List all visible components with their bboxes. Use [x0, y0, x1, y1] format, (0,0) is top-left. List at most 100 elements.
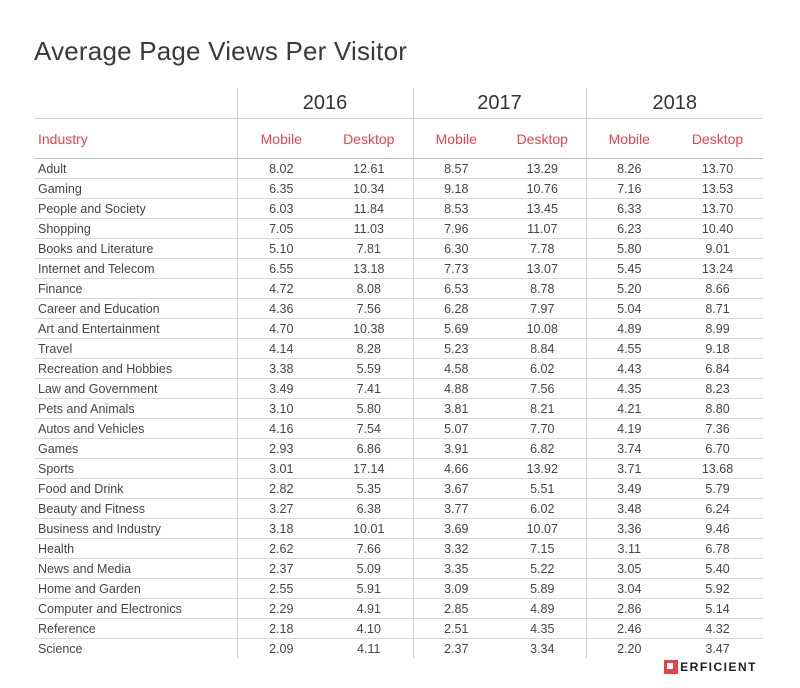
value-cell-desktop-2017: 13.92 [499, 458, 586, 479]
value-cell-mobile-2016: 2.82 [236, 478, 325, 499]
value-cell-desktop-2018: 5.40 [672, 558, 763, 579]
table-row: Pets and Animals 3.10 5.80 3.81 8.21 4.21 8.80 [34, 398, 763, 419]
value-cell-desktop-2017: 7.15 [499, 538, 586, 559]
value-cell-desktop-2016: 5.80 [325, 398, 413, 419]
value-cell-desktop-2016: 7.56 [325, 298, 413, 319]
table-row: Computer and Electronics 2.29 4.91 2.85 4.89… [34, 598, 763, 619]
value-cell-mobile-2018: 4.55 [585, 338, 672, 359]
industry-cell: Adult [34, 158, 237, 179]
value-cell-desktop-2017: 10.07 [499, 518, 586, 539]
industry-cell: Health [34, 538, 237, 559]
value-cell-mobile-2017: 3.69 [412, 518, 499, 539]
column-header-desktop-2017: Desktop [499, 118, 586, 159]
value-cell-desktop-2018: 9.01 [672, 238, 763, 259]
table-row: Beauty and Fitness 3.27 6.38 3.77 6.02 3.48 6.… [34, 498, 763, 519]
value-cell-desktop-2017: 13.07 [499, 258, 586, 279]
value-cell-desktop-2017: 7.97 [499, 298, 586, 319]
column-header-mobile-2018: Mobile [585, 118, 672, 159]
value-cell-mobile-2018: 4.21 [585, 398, 672, 419]
table-row: Reference 2.18 4.10 2.51 4.35 2.46 4.32 [34, 618, 763, 639]
table-row: Food and Drink 2.82 5.35 3.67 5.51 3.49 5.79 [34, 478, 763, 499]
value-cell-mobile-2016: 4.72 [236, 278, 325, 299]
value-cell-mobile-2018: 4.43 [585, 358, 672, 379]
table-row: Books and Literature 5.10 7.81 6.30 7.78 5.80… [34, 238, 763, 259]
industry-cell: Gaming [34, 178, 237, 199]
value-cell-mobile-2018: 3.04 [585, 578, 672, 599]
value-cell-mobile-2016: 6.35 [236, 178, 325, 199]
perficient-logo-text: ERFICIENT [680, 660, 757, 674]
value-cell-mobile-2017: 5.23 [412, 338, 499, 359]
industry-cell: Shopping [34, 218, 237, 239]
value-cell-mobile-2017: 7.73 [412, 258, 499, 279]
table-row: Adult 8.02 12.61 8.57 13.29 8.26 13.70 [34, 158, 763, 179]
value-cell-mobile-2016: 2.62 [236, 538, 325, 559]
industry-cell: Recreation and Hobbies [34, 358, 237, 379]
value-cell-mobile-2017: 8.57 [412, 158, 499, 179]
industry-cell: Internet and Telecom [34, 258, 237, 279]
value-cell-desktop-2018: 6.70 [672, 438, 763, 459]
page-title: Average Page Views Per Visitor [34, 36, 408, 66]
value-cell-desktop-2018: 9.18 [672, 338, 763, 359]
industry-cell: Career and Education [34, 298, 237, 319]
industry-cell: Food and Drink [34, 478, 237, 499]
value-cell-mobile-2016: 2.29 [236, 598, 325, 619]
industry-cell: Reference [34, 618, 237, 639]
perficient-logo-mark-icon [664, 660, 679, 674]
value-cell-mobile-2016: 3.49 [236, 378, 325, 399]
value-cell-desktop-2018: 13.70 [672, 198, 763, 219]
year-header-2017: 2017 [412, 88, 586, 119]
value-cell-desktop-2017: 8.21 [499, 398, 586, 419]
industry-cell: Business and Industry [34, 518, 237, 539]
industry-cell: Books and Literature [34, 238, 237, 259]
table-row: Health 2.62 7.66 3.32 7.15 3.11 6.78 [34, 538, 763, 559]
column-header-mobile-2017: Mobile [412, 118, 499, 159]
table-row: Science 2.09 4.11 2.37 3.34 2.20 3.47 [34, 638, 763, 658]
year-header-2018: 2018 [585, 88, 763, 119]
value-cell-desktop-2017: 4.89 [499, 598, 586, 619]
value-cell-desktop-2018: 6.24 [672, 498, 763, 519]
value-cell-mobile-2016: 4.70 [236, 318, 325, 339]
industry-cell: Games [34, 438, 237, 459]
value-cell-desktop-2017: 5.51 [499, 478, 586, 499]
value-cell-mobile-2018: 2.20 [585, 638, 672, 658]
value-cell-mobile-2017: 2.85 [412, 598, 499, 619]
value-cell-desktop-2018: 8.66 [672, 278, 763, 299]
industry-cell: Computer and Electronics [34, 598, 237, 619]
value-cell-desktop-2016: 5.09 [325, 558, 413, 579]
value-cell-desktop-2017: 4.35 [499, 618, 586, 639]
industry-cell: Home and Garden [34, 578, 237, 599]
value-cell-mobile-2016: 7.05 [236, 218, 325, 239]
value-cell-mobile-2017: 5.69 [412, 318, 499, 339]
value-cell-mobile-2017: 3.77 [412, 498, 499, 519]
value-cell-desktop-2016: 5.35 [325, 478, 413, 499]
value-cell-mobile-2018: 6.33 [585, 198, 672, 219]
value-cell-mobile-2017: 3.81 [412, 398, 499, 419]
value-cell-mobile-2016: 3.10 [236, 398, 325, 419]
value-cell-desktop-2016: 11.84 [325, 198, 413, 219]
value-cell-desktop-2018: 6.78 [672, 538, 763, 559]
value-cell-desktop-2018: 8.23 [672, 378, 763, 399]
value-cell-desktop-2017: 7.70 [499, 418, 586, 439]
value-cell-desktop-2018: 8.80 [672, 398, 763, 419]
value-cell-mobile-2017: 6.28 [412, 298, 499, 319]
value-cell-desktop-2017: 7.56 [499, 378, 586, 399]
table-row: Shopping 7.05 11.03 7.96 11.07 6.23 10.40 [34, 218, 763, 239]
value-cell-mobile-2018: 3.36 [585, 518, 672, 539]
value-cell-mobile-2018: 5.45 [585, 258, 672, 279]
value-cell-mobile-2018: 4.89 [585, 318, 672, 339]
value-cell-mobile-2017: 6.53 [412, 278, 499, 299]
value-cell-mobile-2016: 3.18 [236, 518, 325, 539]
column-header-desktop-2016: Desktop [325, 118, 413, 159]
value-cell-mobile-2017: 2.37 [412, 638, 499, 658]
value-cell-mobile-2018: 7.16 [585, 178, 672, 199]
value-cell-mobile-2017: 4.88 [412, 378, 499, 399]
table-row: Home and Garden 2.55 5.91 3.09 5.89 3.04 5.92 [34, 578, 763, 599]
industry-cell: People and Society [34, 198, 237, 219]
value-cell-desktop-2016: 6.86 [325, 438, 413, 459]
value-cell-mobile-2018: 3.71 [585, 458, 672, 479]
value-cell-mobile-2018: 4.35 [585, 378, 672, 399]
value-cell-desktop-2016: 4.11 [357, 641, 381, 656]
value-cell-mobile-2016: 6.55 [236, 258, 325, 279]
table-row: Autos and Vehicles 4.16 7.54 5.07 7.70 4.19 7.… [34, 418, 763, 439]
value-cell-desktop-2016: 10.01 [325, 518, 413, 539]
